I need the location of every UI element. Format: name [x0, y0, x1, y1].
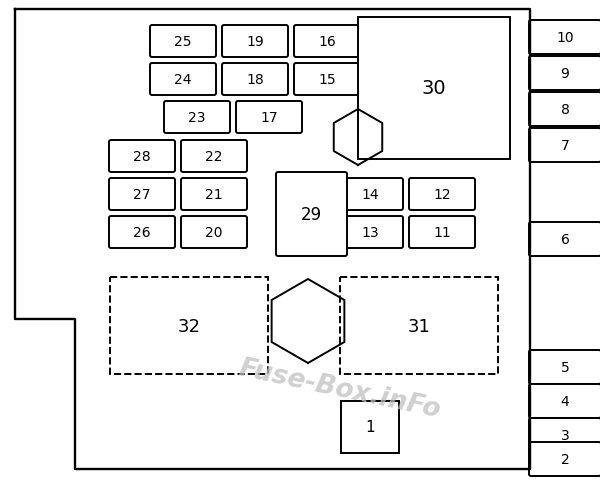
- FancyBboxPatch shape: [109, 179, 175, 210]
- Text: 24: 24: [174, 73, 192, 87]
- FancyBboxPatch shape: [181, 141, 247, 173]
- FancyBboxPatch shape: [529, 57, 600, 91]
- Bar: [358, 18, 510, 160]
- Text: 32: 32: [178, 317, 200, 335]
- FancyBboxPatch shape: [164, 102, 230, 134]
- Text: 5: 5: [560, 360, 569, 374]
- Text: 7: 7: [560, 139, 569, 153]
- FancyBboxPatch shape: [150, 26, 216, 58]
- Text: 3: 3: [560, 428, 569, 442]
- FancyBboxPatch shape: [222, 64, 288, 96]
- Text: 30: 30: [422, 80, 446, 98]
- FancyBboxPatch shape: [181, 179, 247, 210]
- Text: 8: 8: [560, 103, 569, 117]
- Text: 27: 27: [133, 187, 151, 202]
- Text: 13: 13: [361, 225, 379, 240]
- Bar: [340, 278, 498, 374]
- Text: 23: 23: [188, 111, 206, 125]
- Text: 31: 31: [407, 317, 430, 335]
- FancyBboxPatch shape: [276, 173, 347, 257]
- FancyBboxPatch shape: [529, 384, 600, 418]
- FancyBboxPatch shape: [181, 217, 247, 248]
- FancyBboxPatch shape: [529, 129, 600, 163]
- Bar: [110, 278, 268, 374]
- Text: 11: 11: [433, 225, 451, 240]
- Bar: [341, 401, 399, 453]
- Text: 17: 17: [260, 111, 278, 125]
- Text: 29: 29: [301, 205, 322, 224]
- FancyBboxPatch shape: [109, 217, 175, 248]
- Text: 18: 18: [246, 73, 264, 87]
- Text: 4: 4: [560, 394, 569, 408]
- FancyBboxPatch shape: [529, 93, 600, 127]
- FancyBboxPatch shape: [236, 102, 302, 134]
- FancyBboxPatch shape: [337, 179, 403, 210]
- Text: 14: 14: [361, 187, 379, 202]
- Text: Fuse-Box.inFo: Fuse-Box.inFo: [236, 355, 443, 423]
- FancyBboxPatch shape: [529, 442, 600, 476]
- FancyBboxPatch shape: [409, 217, 475, 248]
- Text: 15: 15: [318, 73, 336, 87]
- Text: 20: 20: [205, 225, 223, 240]
- FancyBboxPatch shape: [529, 350, 600, 384]
- FancyBboxPatch shape: [150, 64, 216, 96]
- FancyBboxPatch shape: [529, 223, 600, 257]
- Text: 22: 22: [205, 150, 223, 163]
- FancyBboxPatch shape: [109, 141, 175, 173]
- Text: 12: 12: [433, 187, 451, 202]
- Text: 28: 28: [133, 150, 151, 163]
- Text: 16: 16: [318, 35, 336, 49]
- FancyBboxPatch shape: [409, 179, 475, 210]
- FancyBboxPatch shape: [529, 418, 600, 452]
- Text: 6: 6: [560, 232, 569, 246]
- Text: 21: 21: [205, 187, 223, 202]
- FancyBboxPatch shape: [294, 64, 360, 96]
- Text: 2: 2: [560, 452, 569, 466]
- Text: 19: 19: [246, 35, 264, 49]
- Text: 1: 1: [365, 420, 375, 435]
- FancyBboxPatch shape: [294, 26, 360, 58]
- Text: 26: 26: [133, 225, 151, 240]
- FancyBboxPatch shape: [222, 26, 288, 58]
- FancyBboxPatch shape: [337, 217, 403, 248]
- FancyBboxPatch shape: [529, 21, 600, 55]
- Text: 9: 9: [560, 67, 569, 81]
- Text: 10: 10: [556, 31, 574, 45]
- Text: 25: 25: [174, 35, 192, 49]
